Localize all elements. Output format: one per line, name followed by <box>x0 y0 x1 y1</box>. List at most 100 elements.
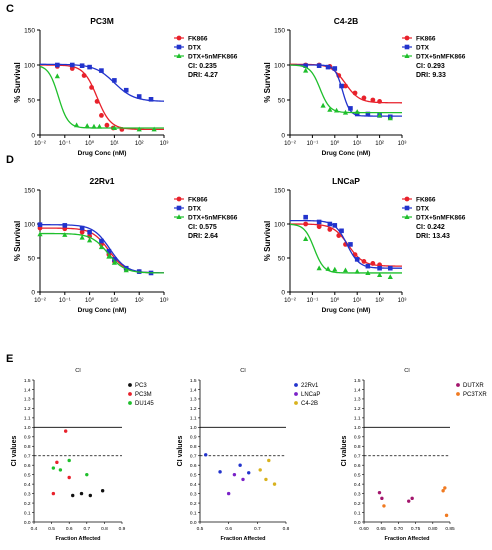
legend-marker <box>404 196 410 202</box>
y-tick-label: 0.8 <box>354 444 361 450</box>
y-axis-label: % Survival <box>263 221 272 261</box>
data-point-DTX <box>377 265 382 271</box>
y-tick-label: 0.9 <box>354 435 361 441</box>
data-point-DTX+5nMFK866 <box>62 232 68 237</box>
data-point-DTX <box>87 229 92 235</box>
y-tick-label: 1.0 <box>190 425 197 431</box>
chart-title: CI <box>75 368 81 374</box>
legend-marker <box>404 44 410 50</box>
data-point-LNCaP <box>241 477 245 482</box>
y-tick-label: 0 <box>281 290 285 297</box>
data-point-PC3TXR <box>441 489 445 493</box>
legend-marker <box>404 205 410 211</box>
y-axis-label: % Survival <box>13 62 22 102</box>
x-axis-label: Fraction Affected <box>384 536 429 542</box>
y-tick-label: 0.7 <box>354 454 361 460</box>
chart-title: PC3M <box>90 16 114 26</box>
plots-container: 0 50 100 150 10⁻² 10⁻¹ 10⁰ 10¹ 10² 10³ PC3M Drug Co… <box>11 16 487 542</box>
legend-marker <box>456 392 460 396</box>
data-point-DTX+5nMFK866 <box>37 231 43 237</box>
y-tick-label: 1.3 <box>24 397 31 403</box>
y-tick-label: 1.3 <box>354 397 361 403</box>
data-point-DTX <box>99 238 104 244</box>
legend-marker <box>176 35 182 41</box>
annotation: CI: 0.235 <box>188 63 217 70</box>
legend-label: DUTXR <box>463 383 484 389</box>
data-point-DTX <box>316 63 322 68</box>
data-point-DTX+5nMFK866 <box>342 109 349 115</box>
y-tick-label: 50 <box>28 256 36 263</box>
legend-marker <box>404 35 410 41</box>
legend-marker <box>456 383 460 387</box>
data-point-PC3M <box>51 491 56 496</box>
data-point-PC3M <box>63 429 68 433</box>
data-point-DTX+5nMFK866 <box>91 123 97 129</box>
data-point-FK866 <box>343 83 348 89</box>
x-tick-label: 0.6 <box>225 526 232 532</box>
data-point-DTX <box>316 219 322 225</box>
x-tick-label: 10⁻¹ <box>59 298 71 304</box>
data-point-DU145 <box>51 466 56 470</box>
data-point-DTX+5nMFK866 <box>136 126 142 132</box>
y-tick-label: 0.2 <box>354 501 361 507</box>
legend-label: DU145 <box>135 401 154 407</box>
data-point-FK866 <box>89 85 94 90</box>
data-point-FK866 <box>377 99 382 104</box>
y-tick-label: 150 <box>24 28 35 35</box>
x-tick-label: 0.5 <box>197 526 204 532</box>
y-tick-label: 0.2 <box>24 501 31 507</box>
y-tick-label: 0.6 <box>190 463 197 469</box>
data-point-FK866 <box>370 261 376 266</box>
y-tick-label: 0.1 <box>354 510 361 516</box>
legend-label: DTX+5nMFK866 <box>188 54 238 61</box>
legend-label: 22Rv1 <box>301 383 319 389</box>
x-tick-label: 0.5 <box>48 526 55 532</box>
legend-label: PC3TXR <box>463 392 487 398</box>
x-tick-label: 0.65 <box>377 526 387 532</box>
data-point-DTX <box>332 223 338 228</box>
data-point-LNCaP <box>232 472 237 477</box>
data-point-PC3M <box>67 475 71 480</box>
y-tick-label: 0 <box>31 290 35 297</box>
legend-marker <box>404 53 410 58</box>
x-tick-label: 10⁰ <box>330 140 340 147</box>
legend-marker <box>294 392 298 396</box>
data-point-PC3 <box>88 493 93 498</box>
legend-marker <box>128 392 132 396</box>
data-point-DTX <box>348 242 353 247</box>
x-tick-label: 10³ <box>160 141 169 147</box>
data-point-FK866 <box>361 259 367 264</box>
y-tick-label: 150 <box>274 188 285 195</box>
y-tick-label: 1.4 <box>190 387 197 393</box>
data-point-DTX+5nMFK866 <box>111 259 117 265</box>
data-point-DTX <box>339 83 344 89</box>
x-tick-label: 0.9 <box>119 526 126 532</box>
y-tick-label: 0.8 <box>24 444 31 450</box>
legend-label: DTX <box>416 206 430 213</box>
y-tick-label: 1.2 <box>190 406 197 412</box>
y-tick-label: 0.0 <box>24 520 31 526</box>
legend-label: LNCaP <box>301 392 320 398</box>
data-point-DTX+5nMFK866 <box>354 109 360 114</box>
legend-label: DTX <box>188 206 202 213</box>
y-tick-label: 0.7 <box>190 454 197 460</box>
legend-marker <box>176 214 182 219</box>
y-tick-label: 0.3 <box>354 491 361 497</box>
data-point-DTX+5nMFK866 <box>87 237 93 243</box>
data-point-DTX <box>55 62 60 68</box>
y-tick-label: 1.1 <box>24 416 31 422</box>
y-tick-label: 0.9 <box>24 435 31 441</box>
data-point-22Rv1 <box>204 453 208 457</box>
data-point-FK866 <box>336 233 342 238</box>
data-point-DU145 <box>85 472 89 477</box>
legend-marker <box>404 214 410 219</box>
y-tick-label: 0.9 <box>190 435 197 441</box>
y-tick-label: 1.4 <box>354 387 361 393</box>
data-point-DTX <box>79 63 85 68</box>
y-tick-label: 100 <box>24 63 35 70</box>
ci-chart-ci2: 0.0 0.1 0.2 0.3 0.4 0.5 0.6 0.7 0.8 0.9 1.0 1.1 1.2 1… <box>177 368 320 542</box>
y-tick-label: 0 <box>281 133 285 140</box>
x-tick-label: 10² <box>135 298 144 304</box>
chart-title: CI <box>404 368 410 374</box>
data-point-DTX <box>37 222 43 227</box>
